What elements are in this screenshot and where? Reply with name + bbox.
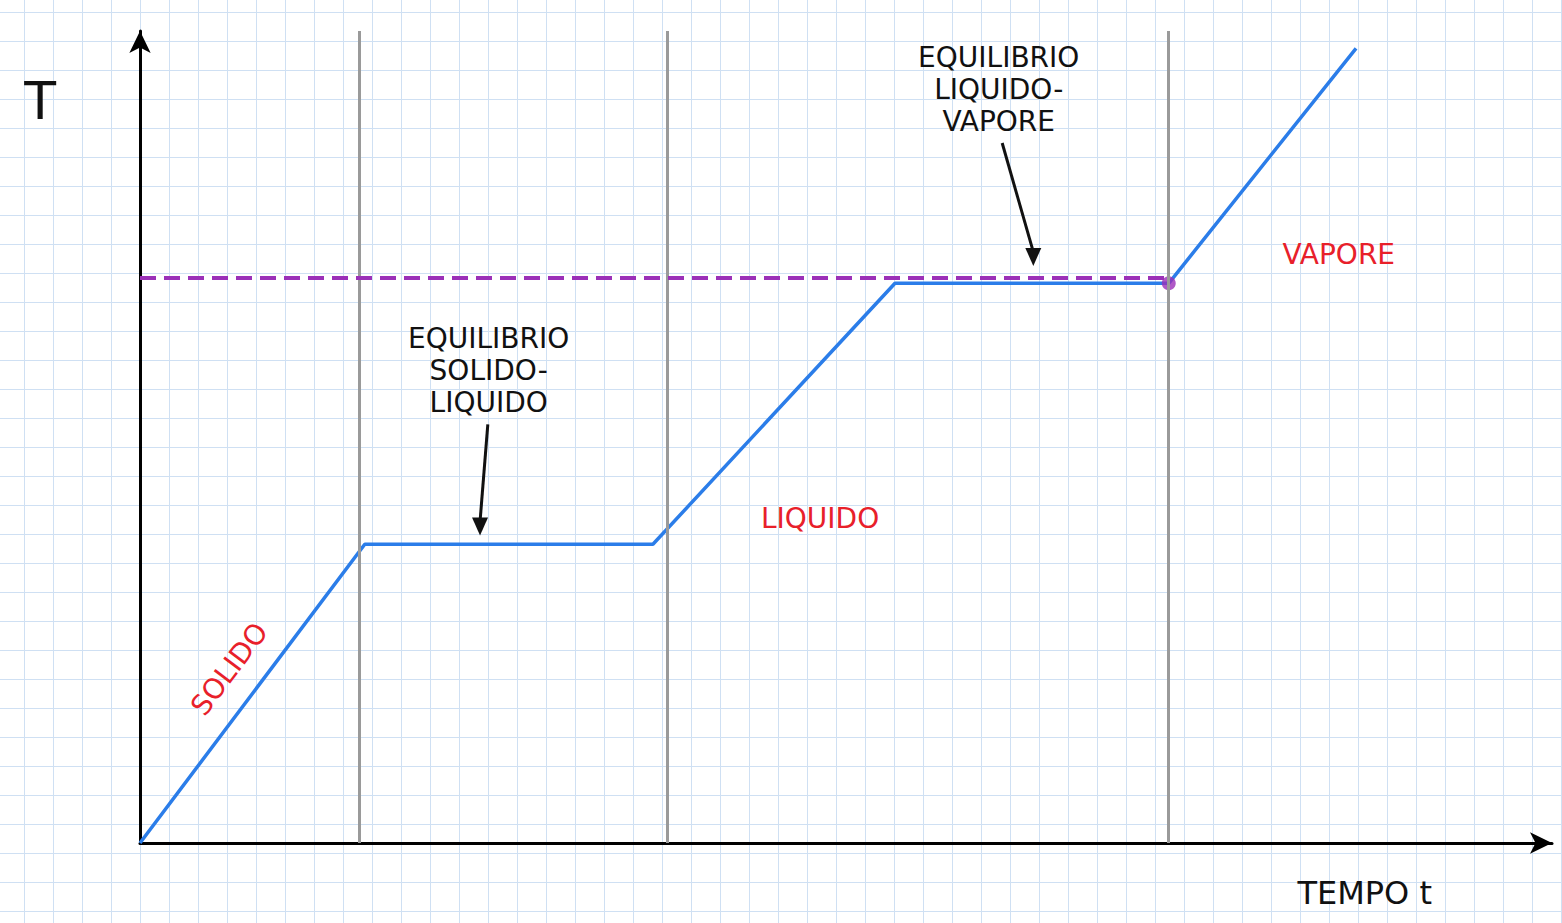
svg-text:T: T: [23, 71, 56, 131]
svg-text:TEMPO t: TEMPO t: [1296, 874, 1432, 912]
svg-text:SOLIDO: SOLIDO: [184, 616, 275, 722]
svg-text:EQUILIBRIO: EQUILIBRIO: [918, 41, 1079, 74]
svg-text:EQUILIBRIO: EQUILIBRIO: [408, 322, 569, 355]
svg-text:LIQUIDO: LIQUIDO: [430, 386, 548, 419]
svg-text:VAPORE: VAPORE: [1282, 238, 1395, 271]
svg-text:LIQUIDO-: LIQUIDO-: [934, 73, 1063, 106]
svg-text:VAPORE: VAPORE: [942, 105, 1055, 138]
svg-text:LIQUIDO: LIQUIDO: [761, 502, 879, 535]
svg-text:SOLIDO-: SOLIDO-: [430, 354, 548, 387]
